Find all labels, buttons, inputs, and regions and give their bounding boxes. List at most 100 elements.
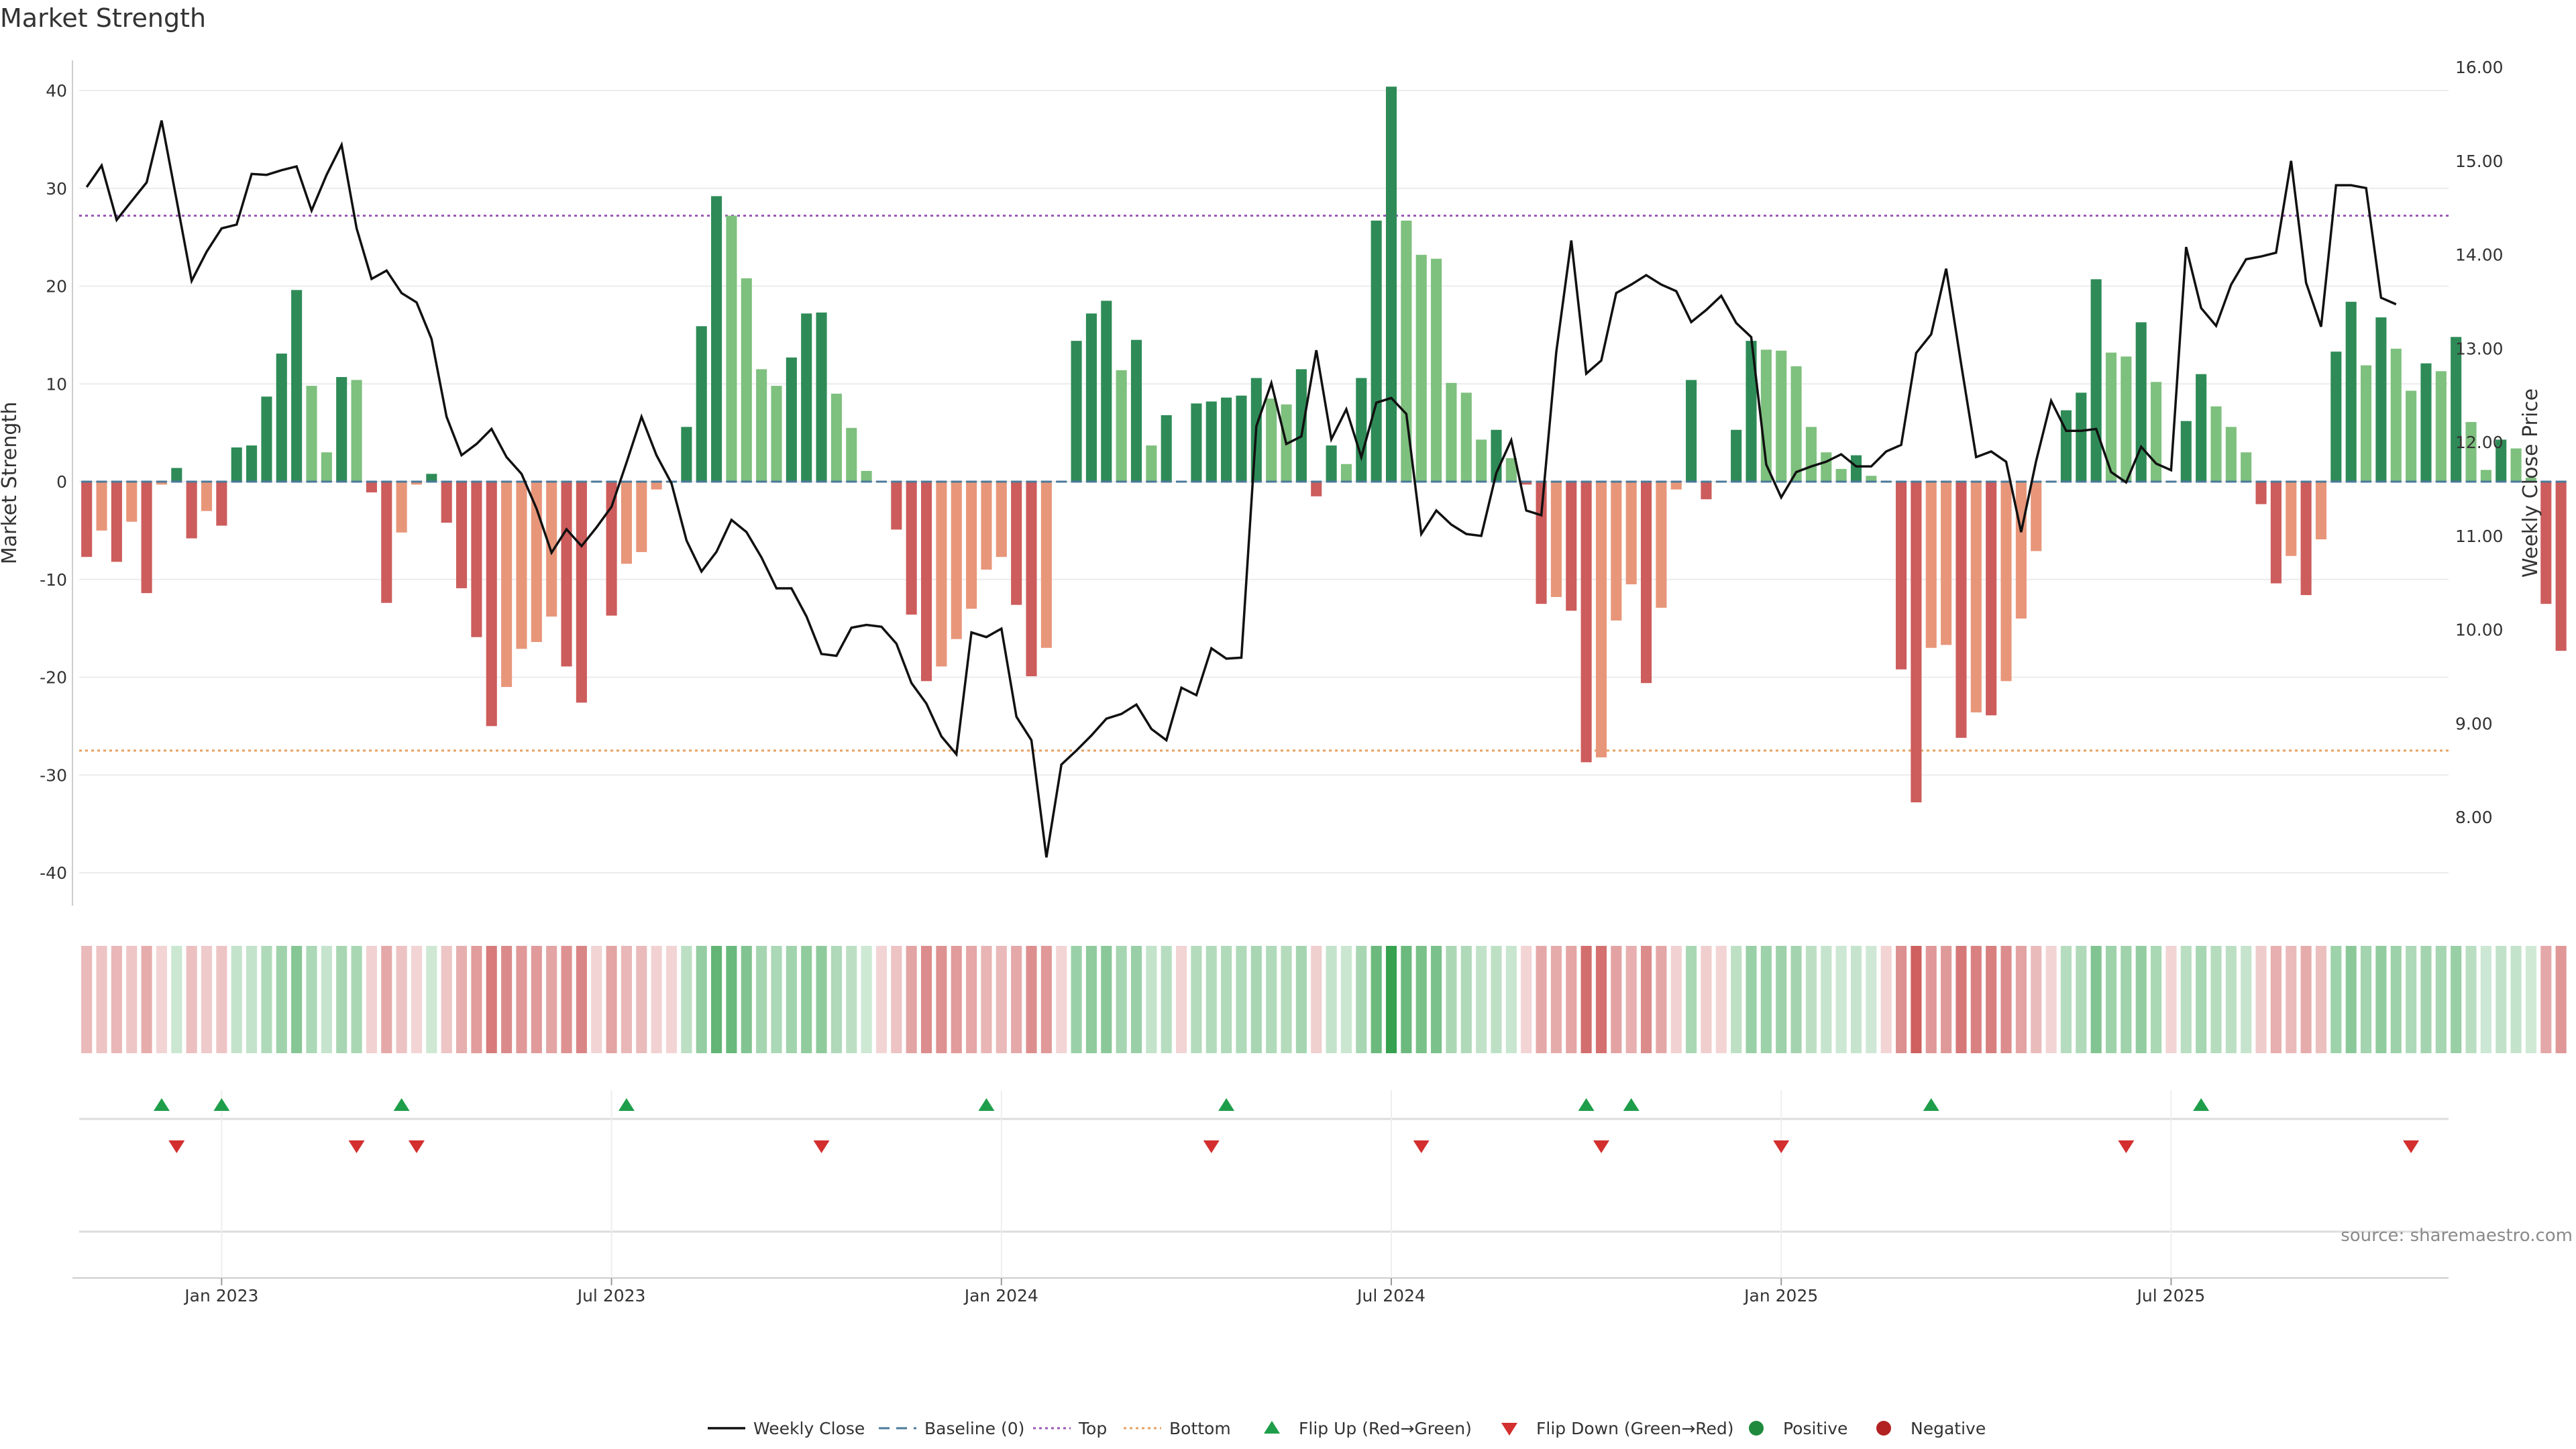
heat-cell	[2135, 946, 2147, 1053]
strength-bar	[2465, 422, 2477, 482]
heat-cell	[1221, 946, 1232, 1053]
heat-cell	[1850, 946, 1862, 1053]
strength-bar	[1611, 482, 1622, 621]
heat-cell	[1701, 946, 1712, 1053]
strength-bar	[1460, 392, 1472, 482]
flip-down-marker	[1203, 1140, 1220, 1153]
heat-cell	[1925, 946, 1937, 1053]
flip-down-marker	[348, 1140, 365, 1153]
heat-cell	[246, 946, 258, 1053]
strength-bar	[2060, 410, 2072, 482]
right-tick-label: 10.00	[2455, 621, 2504, 640]
strength-bar	[576, 482, 587, 703]
heat-cell	[1566, 946, 1577, 1053]
heat-cell	[861, 946, 872, 1053]
strength-bar	[1521, 482, 1532, 485]
heat-cell	[726, 946, 737, 1053]
strength-bar	[1295, 369, 1307, 482]
flip-down-marker	[813, 1140, 830, 1153]
heat-cell	[1896, 946, 1907, 1053]
heat-cell	[2480, 946, 2491, 1053]
heat-cell	[1281, 946, 1292, 1053]
strength-bar	[501, 482, 513, 688]
strength-bar	[2361, 365, 2372, 482]
strength-bar	[1580, 482, 1592, 763]
left-tick-label: 10	[46, 374, 67, 394]
strength-bar	[1686, 380, 1697, 482]
heat-cell	[1550, 946, 1562, 1053]
strength-bar	[111, 482, 122, 562]
heat-cell	[81, 946, 93, 1053]
strength-bar	[1311, 482, 1322, 496]
heat-cell	[1746, 946, 1757, 1053]
strength-bar	[171, 468, 182, 482]
heat-cell	[2196, 946, 2207, 1053]
heat-cell	[1731, 946, 1742, 1053]
heat-cell	[1340, 946, 1352, 1053]
heat-cell	[111, 946, 122, 1053]
date-grid-lines	[221, 1090, 2172, 1278]
heat-cell	[156, 946, 167, 1053]
heat-cell	[2105, 946, 2117, 1053]
legend-flip-down-swatch	[1501, 1423, 1517, 1436]
strength-bar	[1371, 220, 1382, 482]
heat-cell	[201, 946, 213, 1053]
heat-cell	[216, 946, 227, 1053]
legend-label: Flip Up (Red→Green)	[1299, 1419, 1472, 1438]
heat-cell	[1385, 946, 1397, 1053]
heat-cell	[186, 946, 197, 1053]
date-tick-label: Jul 2025	[2136, 1286, 2206, 1305]
strength-bar	[2180, 421, 2192, 482]
heat-cell	[126, 946, 138, 1053]
flip-down-marker	[1593, 1140, 1609, 1153]
right-tick-label: 12.00	[2455, 433, 2504, 452]
heat-cell	[2270, 946, 2282, 1053]
source-label: source: sharemaestro.com	[2341, 1226, 2573, 1246]
strength-bar	[2375, 317, 2387, 482]
heat-cell	[711, 946, 722, 1053]
heat-cell	[2090, 946, 2102, 1053]
legend-circle-swatch	[1876, 1421, 1891, 1436]
heat-cell	[1835, 946, 1847, 1053]
flip-down-marker	[1413, 1140, 1430, 1153]
flip-up-marker	[1923, 1098, 1939, 1111]
flip-down-marker	[2403, 1140, 2420, 1153]
strength-bar	[486, 482, 497, 727]
strength-bar	[1970, 482, 1982, 712]
heat-cell	[1191, 946, 1202, 1053]
strength-bar	[1805, 427, 1817, 482]
left-tick-label: 30	[46, 179, 67, 199]
flip-up-marker	[153, 1098, 170, 1111]
strength-bar	[1415, 254, 1427, 482]
heat-cell	[1941, 946, 1952, 1053]
heat-cell	[2465, 946, 2477, 1053]
heat-cell	[561, 946, 572, 1053]
heat-cell	[2300, 946, 2312, 1053]
heat-cell	[1071, 946, 1082, 1053]
strength-bar	[1130, 339, 1142, 482]
heat-cell	[801, 946, 812, 1053]
heat-cell	[816, 946, 827, 1053]
heat-cell	[1176, 946, 1187, 1053]
strength-bar	[2121, 356, 2132, 482]
strength-bar	[2015, 482, 2027, 619]
heat-cell	[96, 946, 107, 1053]
strength-bar	[471, 482, 482, 637]
heat-cell	[1116, 946, 1127, 1053]
strength-bar	[1550, 482, 1562, 597]
heat-cell	[1911, 946, 1922, 1053]
heat-cell	[501, 946, 513, 1053]
flip-up-marker	[1578, 1098, 1595, 1111]
strength-bar	[381, 482, 392, 603]
strength-bar	[1701, 482, 1712, 500]
strength-bar	[1161, 415, 1172, 482]
strength-bar	[1746, 341, 1757, 482]
heat-cell	[2060, 946, 2072, 1053]
heat-cell	[1476, 946, 1487, 1053]
strength-bar	[816, 312, 827, 482]
heat-cell	[665, 946, 678, 1053]
strength-bar	[830, 393, 842, 482]
date-tick-label: Jul 2024	[1356, 1286, 1426, 1305]
heat-cell	[1026, 946, 1037, 1053]
